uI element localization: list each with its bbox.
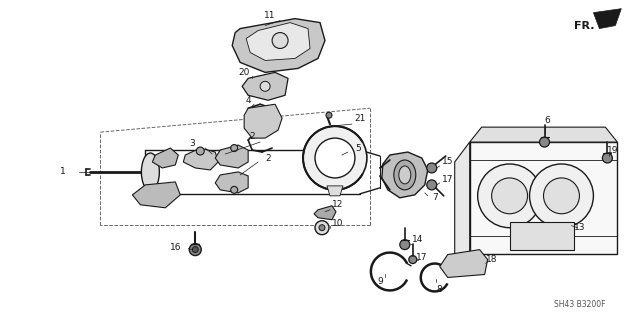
Circle shape bbox=[326, 112, 332, 118]
Text: 8: 8 bbox=[437, 285, 443, 294]
Text: 2: 2 bbox=[266, 153, 271, 162]
Text: SH43 B3200F: SH43 B3200F bbox=[554, 300, 606, 309]
Text: 21: 21 bbox=[354, 114, 365, 123]
Text: 12: 12 bbox=[332, 200, 344, 209]
Polygon shape bbox=[327, 186, 343, 196]
Polygon shape bbox=[244, 104, 282, 138]
Text: 11: 11 bbox=[264, 11, 276, 20]
Ellipse shape bbox=[399, 166, 411, 184]
Polygon shape bbox=[183, 148, 218, 170]
Text: 2: 2 bbox=[250, 132, 255, 141]
Text: FR.: FR. bbox=[575, 21, 595, 31]
Circle shape bbox=[230, 145, 237, 152]
Circle shape bbox=[319, 225, 325, 231]
Circle shape bbox=[272, 33, 288, 48]
Text: 17: 17 bbox=[442, 175, 454, 184]
Polygon shape bbox=[242, 72, 288, 100]
Text: 5: 5 bbox=[355, 144, 361, 152]
Circle shape bbox=[315, 138, 355, 178]
Circle shape bbox=[492, 178, 527, 214]
Polygon shape bbox=[440, 249, 488, 278]
Text: 1: 1 bbox=[60, 167, 65, 176]
Circle shape bbox=[602, 153, 612, 163]
Text: 19: 19 bbox=[607, 145, 618, 154]
Bar bbox=[509, 222, 575, 249]
Circle shape bbox=[477, 164, 541, 228]
Polygon shape bbox=[132, 182, 180, 208]
Text: 3: 3 bbox=[189, 138, 195, 148]
Text: 15: 15 bbox=[442, 158, 454, 167]
Circle shape bbox=[543, 178, 579, 214]
Circle shape bbox=[315, 221, 329, 235]
Bar bbox=[470, 142, 618, 254]
Polygon shape bbox=[382, 152, 428, 198]
Circle shape bbox=[189, 244, 201, 256]
Text: 10: 10 bbox=[332, 219, 344, 228]
Text: 14: 14 bbox=[412, 235, 424, 244]
Text: 20: 20 bbox=[239, 68, 250, 77]
Polygon shape bbox=[454, 142, 470, 273]
Text: 17: 17 bbox=[416, 253, 428, 262]
Polygon shape bbox=[152, 148, 179, 168]
Text: 13: 13 bbox=[573, 223, 585, 232]
Ellipse shape bbox=[141, 153, 159, 191]
Polygon shape bbox=[470, 127, 618, 142]
Text: 4: 4 bbox=[245, 96, 251, 105]
Circle shape bbox=[196, 147, 204, 155]
Circle shape bbox=[427, 180, 436, 190]
Text: 18: 18 bbox=[486, 255, 497, 264]
Circle shape bbox=[409, 256, 417, 263]
Circle shape bbox=[427, 163, 436, 173]
Circle shape bbox=[400, 240, 410, 249]
Circle shape bbox=[303, 126, 367, 190]
Polygon shape bbox=[314, 206, 336, 220]
Text: 16: 16 bbox=[170, 243, 181, 252]
Circle shape bbox=[230, 186, 237, 193]
Circle shape bbox=[260, 81, 270, 91]
Circle shape bbox=[192, 247, 198, 253]
Circle shape bbox=[529, 164, 593, 228]
Circle shape bbox=[540, 137, 550, 147]
Text: 9: 9 bbox=[377, 277, 383, 286]
Text: 6: 6 bbox=[545, 116, 550, 125]
Polygon shape bbox=[215, 172, 248, 193]
Polygon shape bbox=[593, 9, 621, 29]
Ellipse shape bbox=[394, 160, 416, 190]
Text: 7: 7 bbox=[432, 193, 438, 202]
Polygon shape bbox=[246, 23, 310, 60]
Polygon shape bbox=[215, 145, 248, 168]
Polygon shape bbox=[232, 19, 325, 72]
